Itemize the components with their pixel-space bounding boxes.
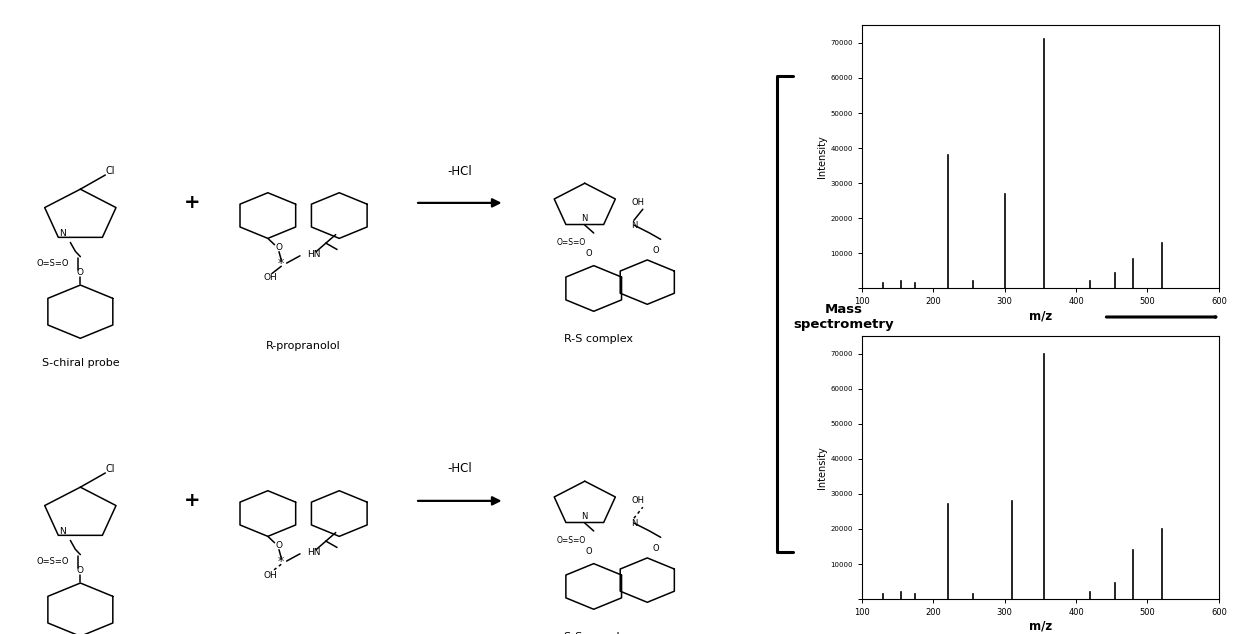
Text: O: O [587, 547, 593, 556]
Text: N: N [582, 512, 588, 521]
Text: R-S complex: R-S complex [564, 335, 632, 344]
Text: O=S=O: O=S=O [557, 238, 587, 247]
Text: O: O [77, 566, 84, 575]
Text: -HCl: -HCl [448, 462, 472, 476]
Text: N: N [60, 229, 66, 238]
Text: HN: HN [308, 548, 321, 557]
Text: S-chiral probe: S-chiral probe [41, 358, 119, 368]
Text: O: O [275, 541, 283, 550]
Text: O=S=O: O=S=O [37, 557, 69, 566]
Text: N: N [631, 221, 637, 230]
Text: R-propranolol: R-propranolol [267, 341, 341, 351]
Text: O=S=O: O=S=O [37, 259, 69, 268]
Text: O: O [587, 249, 593, 258]
Text: Cl: Cl [105, 167, 115, 176]
Text: OH: OH [632, 496, 645, 505]
Text: O: O [653, 246, 660, 255]
Text: +: + [184, 193, 200, 212]
Text: OH: OH [263, 273, 277, 281]
Text: HN: HN [308, 250, 321, 259]
Text: +: + [184, 491, 200, 510]
Text: -HCl: -HCl [448, 164, 472, 178]
Text: O: O [77, 268, 84, 277]
Y-axis label: Intensity: Intensity [817, 446, 827, 489]
Text: OH: OH [263, 571, 277, 579]
Text: N: N [631, 519, 637, 527]
Text: O: O [275, 243, 283, 252]
Text: OH: OH [632, 198, 645, 207]
Text: O: O [653, 544, 660, 553]
Text: N: N [60, 527, 66, 536]
Text: N: N [582, 214, 588, 223]
Text: O=S=O: O=S=O [557, 536, 587, 545]
Text: Mass
spectrometry: Mass spectrometry [794, 303, 894, 331]
Text: *: * [278, 555, 284, 567]
Text: *: * [278, 257, 284, 269]
Y-axis label: Intensity: Intensity [817, 136, 827, 178]
Text: Cl: Cl [105, 465, 115, 474]
X-axis label: m/z: m/z [1029, 620, 1052, 633]
Text: S-S complex: S-S complex [564, 633, 632, 634]
X-axis label: m/z: m/z [1029, 309, 1052, 322]
